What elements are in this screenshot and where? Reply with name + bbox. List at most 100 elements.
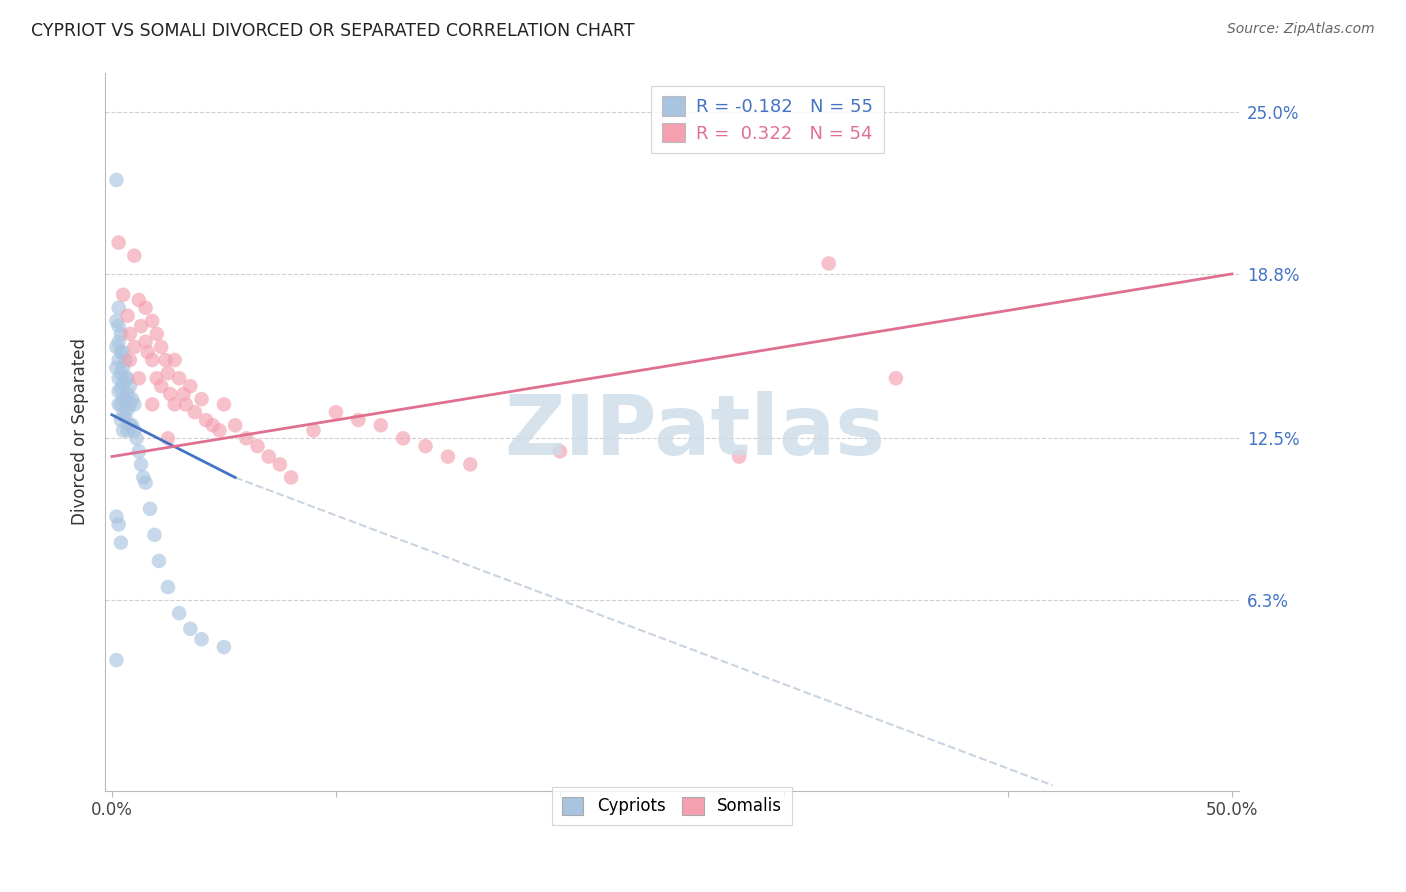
- Point: [112, 408, 135, 422]
- Point: [195, 413, 218, 427]
- Point: [141, 314, 163, 328]
- Point: [112, 424, 135, 438]
- Point: [107, 353, 129, 368]
- Point: [112, 360, 135, 375]
- Point: [156, 431, 179, 445]
- Point: [184, 405, 207, 419]
- Point: [141, 397, 163, 411]
- Point: [117, 402, 139, 417]
- Point: [110, 345, 132, 359]
- Point: [143, 528, 166, 542]
- Point: [148, 554, 170, 568]
- Point: [212, 640, 235, 654]
- Point: [135, 301, 157, 315]
- Point: [105, 509, 128, 524]
- Point: [117, 424, 139, 438]
- Point: [163, 397, 186, 411]
- Point: [415, 439, 437, 453]
- Point: [112, 345, 135, 359]
- Point: [118, 418, 141, 433]
- Point: [190, 392, 212, 407]
- Point: [107, 384, 129, 399]
- Point: [280, 470, 302, 484]
- Point: [121, 418, 143, 433]
- Point: [112, 376, 135, 391]
- Point: [179, 622, 201, 636]
- Point: [347, 413, 370, 427]
- Point: [118, 353, 141, 368]
- Point: [150, 379, 173, 393]
- Point: [257, 450, 280, 464]
- Point: [269, 458, 291, 472]
- Text: Source: ZipAtlas.com: Source: ZipAtlas.com: [1227, 22, 1375, 37]
- Point: [145, 326, 167, 341]
- Point: [235, 431, 257, 445]
- Point: [159, 387, 181, 401]
- Point: [135, 475, 157, 490]
- Point: [124, 249, 146, 263]
- Point: [118, 397, 141, 411]
- Point: [118, 379, 141, 393]
- Point: [167, 606, 190, 620]
- Point: [201, 418, 224, 433]
- Point: [124, 340, 146, 354]
- Point: [114, 392, 136, 407]
- Point: [190, 632, 212, 647]
- Point: [437, 450, 460, 464]
- Point: [112, 392, 135, 407]
- Point: [132, 470, 155, 484]
- Point: [370, 418, 392, 433]
- Point: [224, 418, 246, 433]
- Point: [107, 235, 129, 250]
- Point: [548, 444, 571, 458]
- Point: [156, 366, 179, 380]
- Point: [118, 326, 141, 341]
- Point: [128, 371, 150, 385]
- Point: [129, 319, 152, 334]
- Point: [817, 256, 839, 270]
- Point: [212, 397, 235, 411]
- Point: [141, 353, 163, 368]
- Point: [110, 382, 132, 396]
- Point: [167, 371, 190, 385]
- Point: [163, 353, 186, 368]
- Point: [128, 444, 150, 458]
- Point: [155, 353, 177, 368]
- Point: [135, 334, 157, 349]
- Point: [107, 371, 129, 385]
- Point: [107, 517, 129, 532]
- Point: [105, 360, 128, 375]
- Point: [121, 392, 143, 407]
- Point: [117, 387, 139, 401]
- Point: [150, 340, 173, 354]
- Point: [105, 314, 128, 328]
- Point: [110, 413, 132, 427]
- Point: [110, 397, 132, 411]
- Point: [208, 424, 231, 438]
- Text: CYPRIOT VS SOMALI DIVORCED OR SEPARATED CORRELATION CHART: CYPRIOT VS SOMALI DIVORCED OR SEPARATED …: [31, 22, 634, 40]
- Point: [117, 309, 139, 323]
- Point: [107, 334, 129, 349]
- Point: [125, 431, 148, 445]
- Point: [117, 371, 139, 385]
- Point: [105, 653, 128, 667]
- Point: [110, 326, 132, 341]
- Point: [107, 397, 129, 411]
- Point: [105, 173, 128, 187]
- Point: [107, 301, 129, 315]
- Point: [460, 458, 482, 472]
- Point: [884, 371, 907, 385]
- Point: [246, 439, 269, 453]
- Point: [179, 379, 201, 393]
- Point: [114, 410, 136, 425]
- Point: [156, 580, 179, 594]
- Point: [728, 450, 751, 464]
- Legend: Cypriots, Somalis: Cypriots, Somalis: [551, 787, 792, 825]
- Point: [392, 431, 415, 445]
- Y-axis label: Divorced or Separated: Divorced or Separated: [72, 338, 89, 525]
- Point: [139, 501, 162, 516]
- Point: [110, 535, 132, 549]
- Point: [302, 424, 325, 438]
- Point: [325, 405, 347, 419]
- Point: [128, 293, 150, 307]
